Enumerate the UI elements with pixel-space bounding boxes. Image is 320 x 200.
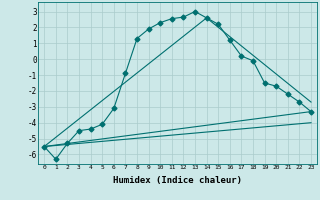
X-axis label: Humidex (Indice chaleur): Humidex (Indice chaleur)	[113, 176, 242, 185]
